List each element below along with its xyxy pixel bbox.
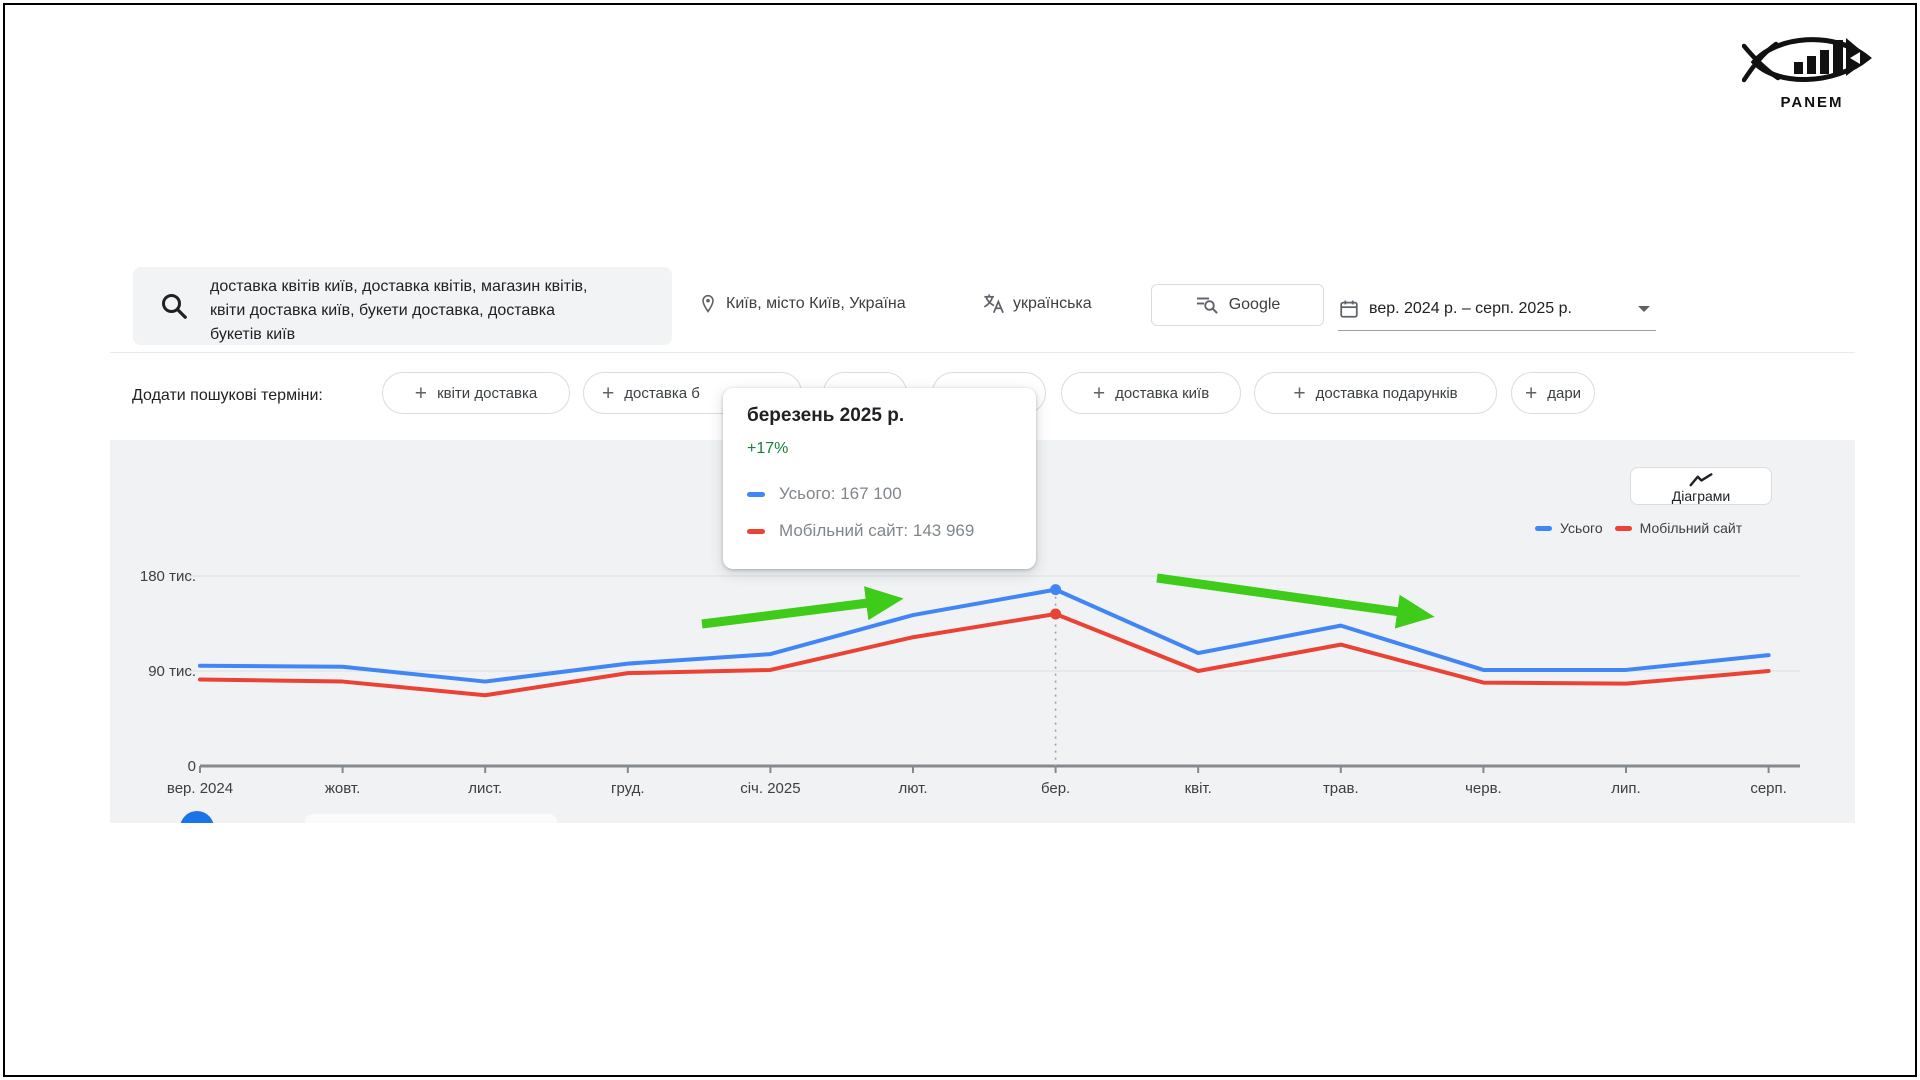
plus-icon: + [602,381,615,405]
line-chart-icon [1689,473,1713,487]
diagrams-button-label: Діаграми [1671,488,1731,504]
chip-label: квіти доставка [437,384,538,402]
chart-tooltip: березень 2025 р. +17% Усього: 167 100 Мо… [723,388,1036,569]
chip-label: дари [1547,384,1582,402]
tooltip-row-label: Усього: 167 100 [779,484,902,503]
panem-logo: PANEM [1742,26,1882,111]
plus-icon: + [414,381,428,405]
chip-label: доставка б [624,384,700,402]
translate-icon [983,294,1004,313]
keywords-input[interactable]: доставка квітів київ, доставка квітів, м… [133,267,672,345]
help-fab[interactable] [180,811,214,823]
tooltip-row-label: Мобільний сайт: 143 969 [779,521,975,540]
term-chip-dostavka-podarunkiv[interactable]: + доставка подарунків [1254,372,1497,414]
chart-legend: Усього Мобільний сайт [1535,520,1742,536]
legend-label: Усього [1560,520,1603,536]
legend-item-total[interactable]: Усього [1535,520,1603,536]
calendar-icon [1340,300,1358,318]
tooltip-title: березень 2025 р. [747,405,905,426]
add-terms-label: Додати пошукові терміни: [132,387,323,404]
header-divider [110,352,1855,353]
results-card-edge [305,814,557,823]
search-icon [161,293,187,319]
legend-dash-red [1614,525,1632,531]
keywords-text: доставка квітів київ, доставка квітів, м… [210,278,588,343]
logo-text: PANEM [1780,94,1844,111]
network-button[interactable]: Google [1151,284,1324,326]
chip-label: доставка подарунків [1315,384,1458,402]
location-filter[interactable]: Київ, місто Київ, Україна [698,292,906,316]
tooltip-change: +17% [747,440,789,457]
chip-label: доставка київ [1115,384,1210,402]
legend-label: Мобільний сайт [1639,520,1743,536]
plus-icon: + [1092,381,1106,405]
search-network-icon [1196,297,1218,314]
tooltip-rows: Усього: 167 100 Мобільний сайт: 143 969 [747,484,1012,541]
language-label: українська [1013,294,1092,312]
legend-item-mobile[interactable]: Мобільний сайт [1614,520,1743,536]
language-filter[interactable]: українська [982,292,1092,315]
diagrams-button[interactable]: Діаграми [1630,467,1772,505]
plus-icon: + [1293,381,1306,405]
term-chip-kvity-dostavka[interactable]: + квіти доставка [382,372,570,414]
fish-chart-logo-icon [1742,37,1872,83]
blue-dash-icon [747,491,765,497]
location-label: Київ, місто Київ, Україна [726,295,906,312]
red-dash-icon [747,528,765,534]
tooltip-row-mobile: Мобільний сайт: 143 969 [747,521,1012,541]
legend-dash-blue [1535,525,1552,531]
date-range-select[interactable]: вер. 2024 р. – серп. 2025 р. [1338,288,1656,331]
plus-icon: + [1524,381,1538,405]
network-label: Google [1228,296,1281,313]
location-pin-icon [702,294,714,313]
term-chip-dary[interactable]: + дари [1511,372,1595,414]
chevron-down-icon [1638,306,1650,312]
term-chip-dostavka-kyiv[interactable]: + доставка київ [1061,372,1241,414]
date-range-label: вер. 2024 р. – серп. 2025 р. [1369,300,1572,317]
tooltip-row-total: Усього: 167 100 [747,484,1012,504]
